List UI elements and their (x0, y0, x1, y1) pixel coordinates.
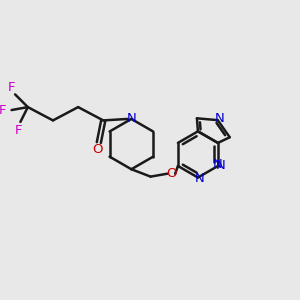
Text: O: O (92, 142, 103, 156)
Text: F: F (8, 81, 15, 94)
Text: N: N (213, 158, 223, 171)
Text: N: N (194, 172, 204, 185)
Text: N: N (216, 160, 226, 172)
Text: F: F (15, 124, 23, 137)
Text: N: N (127, 112, 136, 125)
Text: O: O (166, 167, 177, 180)
Text: F: F (0, 103, 6, 117)
Text: N: N (214, 112, 224, 125)
